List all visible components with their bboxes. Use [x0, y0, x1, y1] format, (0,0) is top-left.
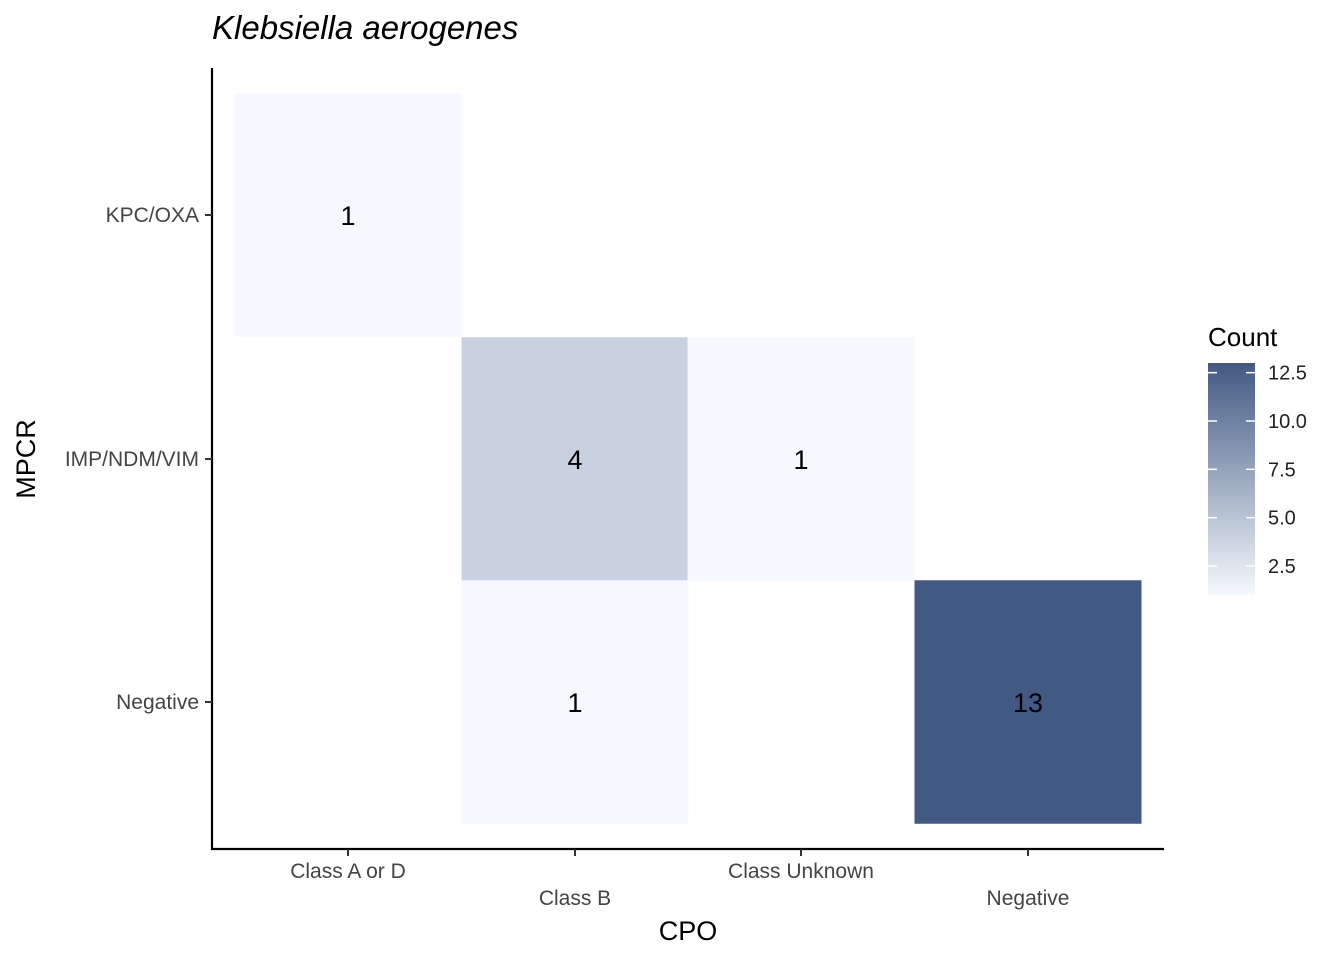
legend-tick-label: 10.0 [1268, 411, 1307, 433]
y-tick-label: KPC/OXA [106, 204, 199, 227]
heatmap-cells [234, 93, 1142, 824]
color-legend: Count 2.5 5.0 7.5 10.0 12.5 [1208, 322, 1307, 595]
y-tick-label: IMP/NDM/VIM [65, 448, 199, 471]
heatmap-cell [461, 580, 689, 824]
cell-value-label: 1 [793, 445, 808, 475]
x-axis-title: CPO [659, 916, 718, 946]
cell-value-label: 1 [567, 688, 582, 718]
x-axis-ticks: Class A or D Class B Class Unknown Negative [290, 849, 1069, 910]
x-tick-label: Negative [987, 887, 1070, 910]
heatmap-cell [914, 580, 1142, 824]
chart-title: Klebsiella aerogenes [212, 9, 518, 46]
legend-tick-label: 2.5 [1268, 556, 1296, 578]
heatmap-cell [234, 93, 462, 337]
y-tick-label: Negative [116, 691, 199, 714]
cell-value-label: 13 [1013, 688, 1043, 718]
legend-tick-label: 7.5 [1268, 459, 1296, 481]
legend-tick-label: 12.5 [1268, 363, 1307, 385]
heatmap-cell [461, 337, 689, 581]
x-tick-label: Class B [539, 887, 611, 910]
heatmap-cell-labels: 1 4 1 1 13 [340, 201, 1043, 718]
legend-title: Count [1208, 322, 1278, 352]
legend-colorbar [1208, 363, 1255, 595]
x-tick-label: Class Unknown [728, 860, 874, 883]
legend-tick-label: 5.0 [1268, 508, 1296, 530]
heatmap-cell [687, 337, 915, 581]
y-axis-ticks: KPC/OXA IMP/NDM/VIM Negative [65, 204, 212, 714]
cell-value-label: 4 [567, 445, 582, 475]
y-axis-title: MPCR [11, 419, 41, 499]
cell-value-label: 1 [340, 201, 355, 231]
x-tick-label: Class A or D [290, 860, 406, 883]
legend-ticks: 2.5 5.0 7.5 10.0 12.5 [1208, 363, 1307, 578]
